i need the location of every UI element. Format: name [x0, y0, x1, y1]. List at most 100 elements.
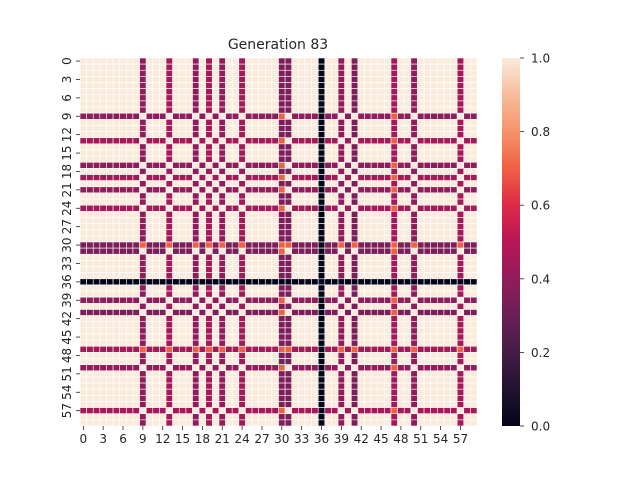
heatmap-cell	[344, 370, 352, 378]
heatmap-cell	[278, 364, 286, 372]
heatmap-cell	[450, 303, 458, 310]
heatmap-cell	[298, 229, 306, 237]
heatmap-cell	[218, 125, 226, 132]
heatmap-cell	[198, 131, 207, 139]
heatmap-cell	[218, 321, 226, 329]
heatmap-cell	[139, 131, 147, 139]
heatmap-cell	[410, 395, 418, 402]
heatmap-cell	[463, 345, 471, 353]
heatmap-cell	[278, 217, 286, 224]
heatmap-cell	[357, 395, 365, 402]
heatmap-cell	[271, 419, 279, 427]
heatmap-cell	[112, 100, 121, 108]
heatmap-cell	[192, 241, 200, 249]
heatmap-cell	[225, 303, 233, 310]
heatmap-cell	[436, 131, 445, 139]
heatmap-cell	[99, 315, 107, 323]
heatmap-cell	[291, 272, 299, 280]
heatmap-cell	[463, 198, 471, 206]
heatmap-cell	[397, 241, 405, 249]
heatmap-cell	[284, 260, 293, 267]
heatmap-cell	[251, 211, 259, 218]
heatmap-cell	[298, 290, 306, 298]
heatmap-cell	[350, 253, 359, 261]
heatmap-cell	[370, 303, 379, 310]
heatmap-cell	[304, 272, 312, 280]
heatmap-cell	[178, 339, 187, 347]
heatmap-cell	[112, 315, 121, 323]
heatmap-cell	[132, 94, 140, 102]
heatmap-cell	[384, 192, 392, 200]
heatmap-cell	[304, 260, 312, 267]
heatmap-cell	[178, 352, 187, 359]
heatmap-cell	[403, 112, 412, 120]
heatmap-cell	[106, 143, 114, 151]
heatmap-cell	[238, 211, 246, 218]
heatmap-cell	[364, 155, 372, 163]
heatmap-cell	[106, 100, 114, 108]
heatmap-cell	[119, 76, 127, 83]
heatmap-cell	[145, 290, 154, 298]
heatmap-cell	[165, 327, 173, 335]
heatmap-cell	[132, 88, 140, 96]
heatmap-cell	[463, 309, 471, 316]
heatmap-cell	[370, 413, 379, 421]
heatmap-cell	[470, 161, 478, 169]
heatmap-cell	[238, 352, 246, 359]
colorbar-axis: 0.00.20.40.60.81.0	[520, 52, 550, 434]
heatmap-cell	[192, 253, 200, 261]
heatmap-cell	[172, 174, 180, 181]
heatmap-cell	[99, 333, 107, 341]
heatmap-cell	[198, 119, 207, 126]
heatmap-cell	[436, 370, 445, 378]
heatmap-cell	[92, 204, 101, 212]
heatmap-cell	[79, 290, 87, 298]
heatmap-cell	[231, 253, 240, 261]
heatmap-cell	[370, 376, 379, 384]
heatmap-cell	[463, 266, 471, 273]
heatmap-cell	[139, 364, 147, 372]
heatmap-cell	[112, 229, 121, 237]
heatmap-cell	[106, 149, 114, 157]
heatmap-cell	[390, 321, 398, 329]
heatmap-cell	[185, 161, 193, 169]
heatmap-cell	[159, 419, 167, 427]
heatmap-cell	[470, 358, 478, 365]
y-tick-label: 0	[60, 57, 74, 65]
heatmap-cell	[423, 198, 431, 206]
heatmap-cell	[145, 260, 154, 267]
heatmap-cell	[443, 413, 451, 421]
heatmap-cell	[145, 119, 154, 126]
heatmap-cell	[291, 112, 299, 120]
heatmap-cell	[251, 131, 259, 139]
heatmap-cell	[357, 272, 365, 280]
heatmap-cell	[450, 260, 458, 267]
heatmap-cell	[456, 63, 465, 71]
heatmap-cell	[79, 407, 87, 415]
heatmap-cell	[86, 82, 94, 89]
heatmap-cell	[218, 296, 226, 304]
heatmap-cell	[152, 278, 160, 286]
heatmap-cell	[397, 272, 405, 280]
heatmap-cell	[278, 315, 286, 323]
heatmap-cell	[397, 382, 405, 390]
heatmap-cell	[238, 125, 246, 132]
heatmap-cell	[264, 266, 273, 273]
heatmap-cell	[390, 333, 398, 341]
heatmap-cell	[112, 345, 121, 353]
heatmap-cell	[390, 125, 398, 132]
heatmap-cell	[311, 229, 319, 237]
heatmap-cell	[304, 303, 312, 310]
heatmap-cell	[364, 266, 372, 273]
heatmap-cell	[145, 63, 154, 71]
heatmap-cell	[152, 149, 160, 157]
heatmap-cell	[251, 180, 259, 188]
heatmap-cell	[456, 303, 465, 310]
heatmap-cell	[284, 223, 293, 231]
heatmap-cell	[139, 211, 147, 218]
heatmap-cell	[430, 327, 438, 335]
heatmap-cell	[205, 303, 213, 310]
heatmap-cell	[377, 364, 385, 372]
heatmap-cell	[324, 149, 332, 157]
heatmap-cell	[331, 180, 339, 188]
